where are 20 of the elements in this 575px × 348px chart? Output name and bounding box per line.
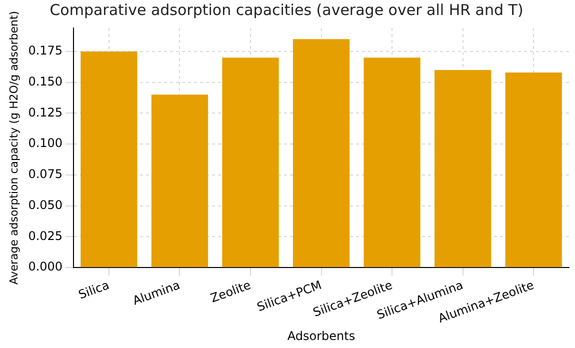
bar [364,58,420,268]
y-tick-label: 0.125 [28,105,63,120]
y-tick-label: 0.175 [28,44,63,58]
bar [434,70,492,268]
y-tick-label: 0.000 [28,260,63,274]
bar [292,39,350,268]
bar [222,58,279,268]
y-tick-label: 0.075 [28,167,63,182]
x-axis-title: Adsorbents [287,328,356,343]
bar [505,72,562,268]
bar [80,51,138,268]
chart-title: Comparative adsorption capacities (average over all HR and T) [50,0,524,19]
x-tick-label: Silica [76,278,112,302]
bar [151,94,208,268]
y-tick-label: 0.050 [28,198,63,212]
y-tick-label: 0.150 [28,74,63,88]
y-axis-title: Average adsorption capacity (g H2O/g adsorbent) [7,10,20,285]
x-tick-label: Zeolite [208,278,253,306]
y-tick-label: 0.025 [28,228,63,243]
y-tick-label: 0.100 [28,136,63,150]
